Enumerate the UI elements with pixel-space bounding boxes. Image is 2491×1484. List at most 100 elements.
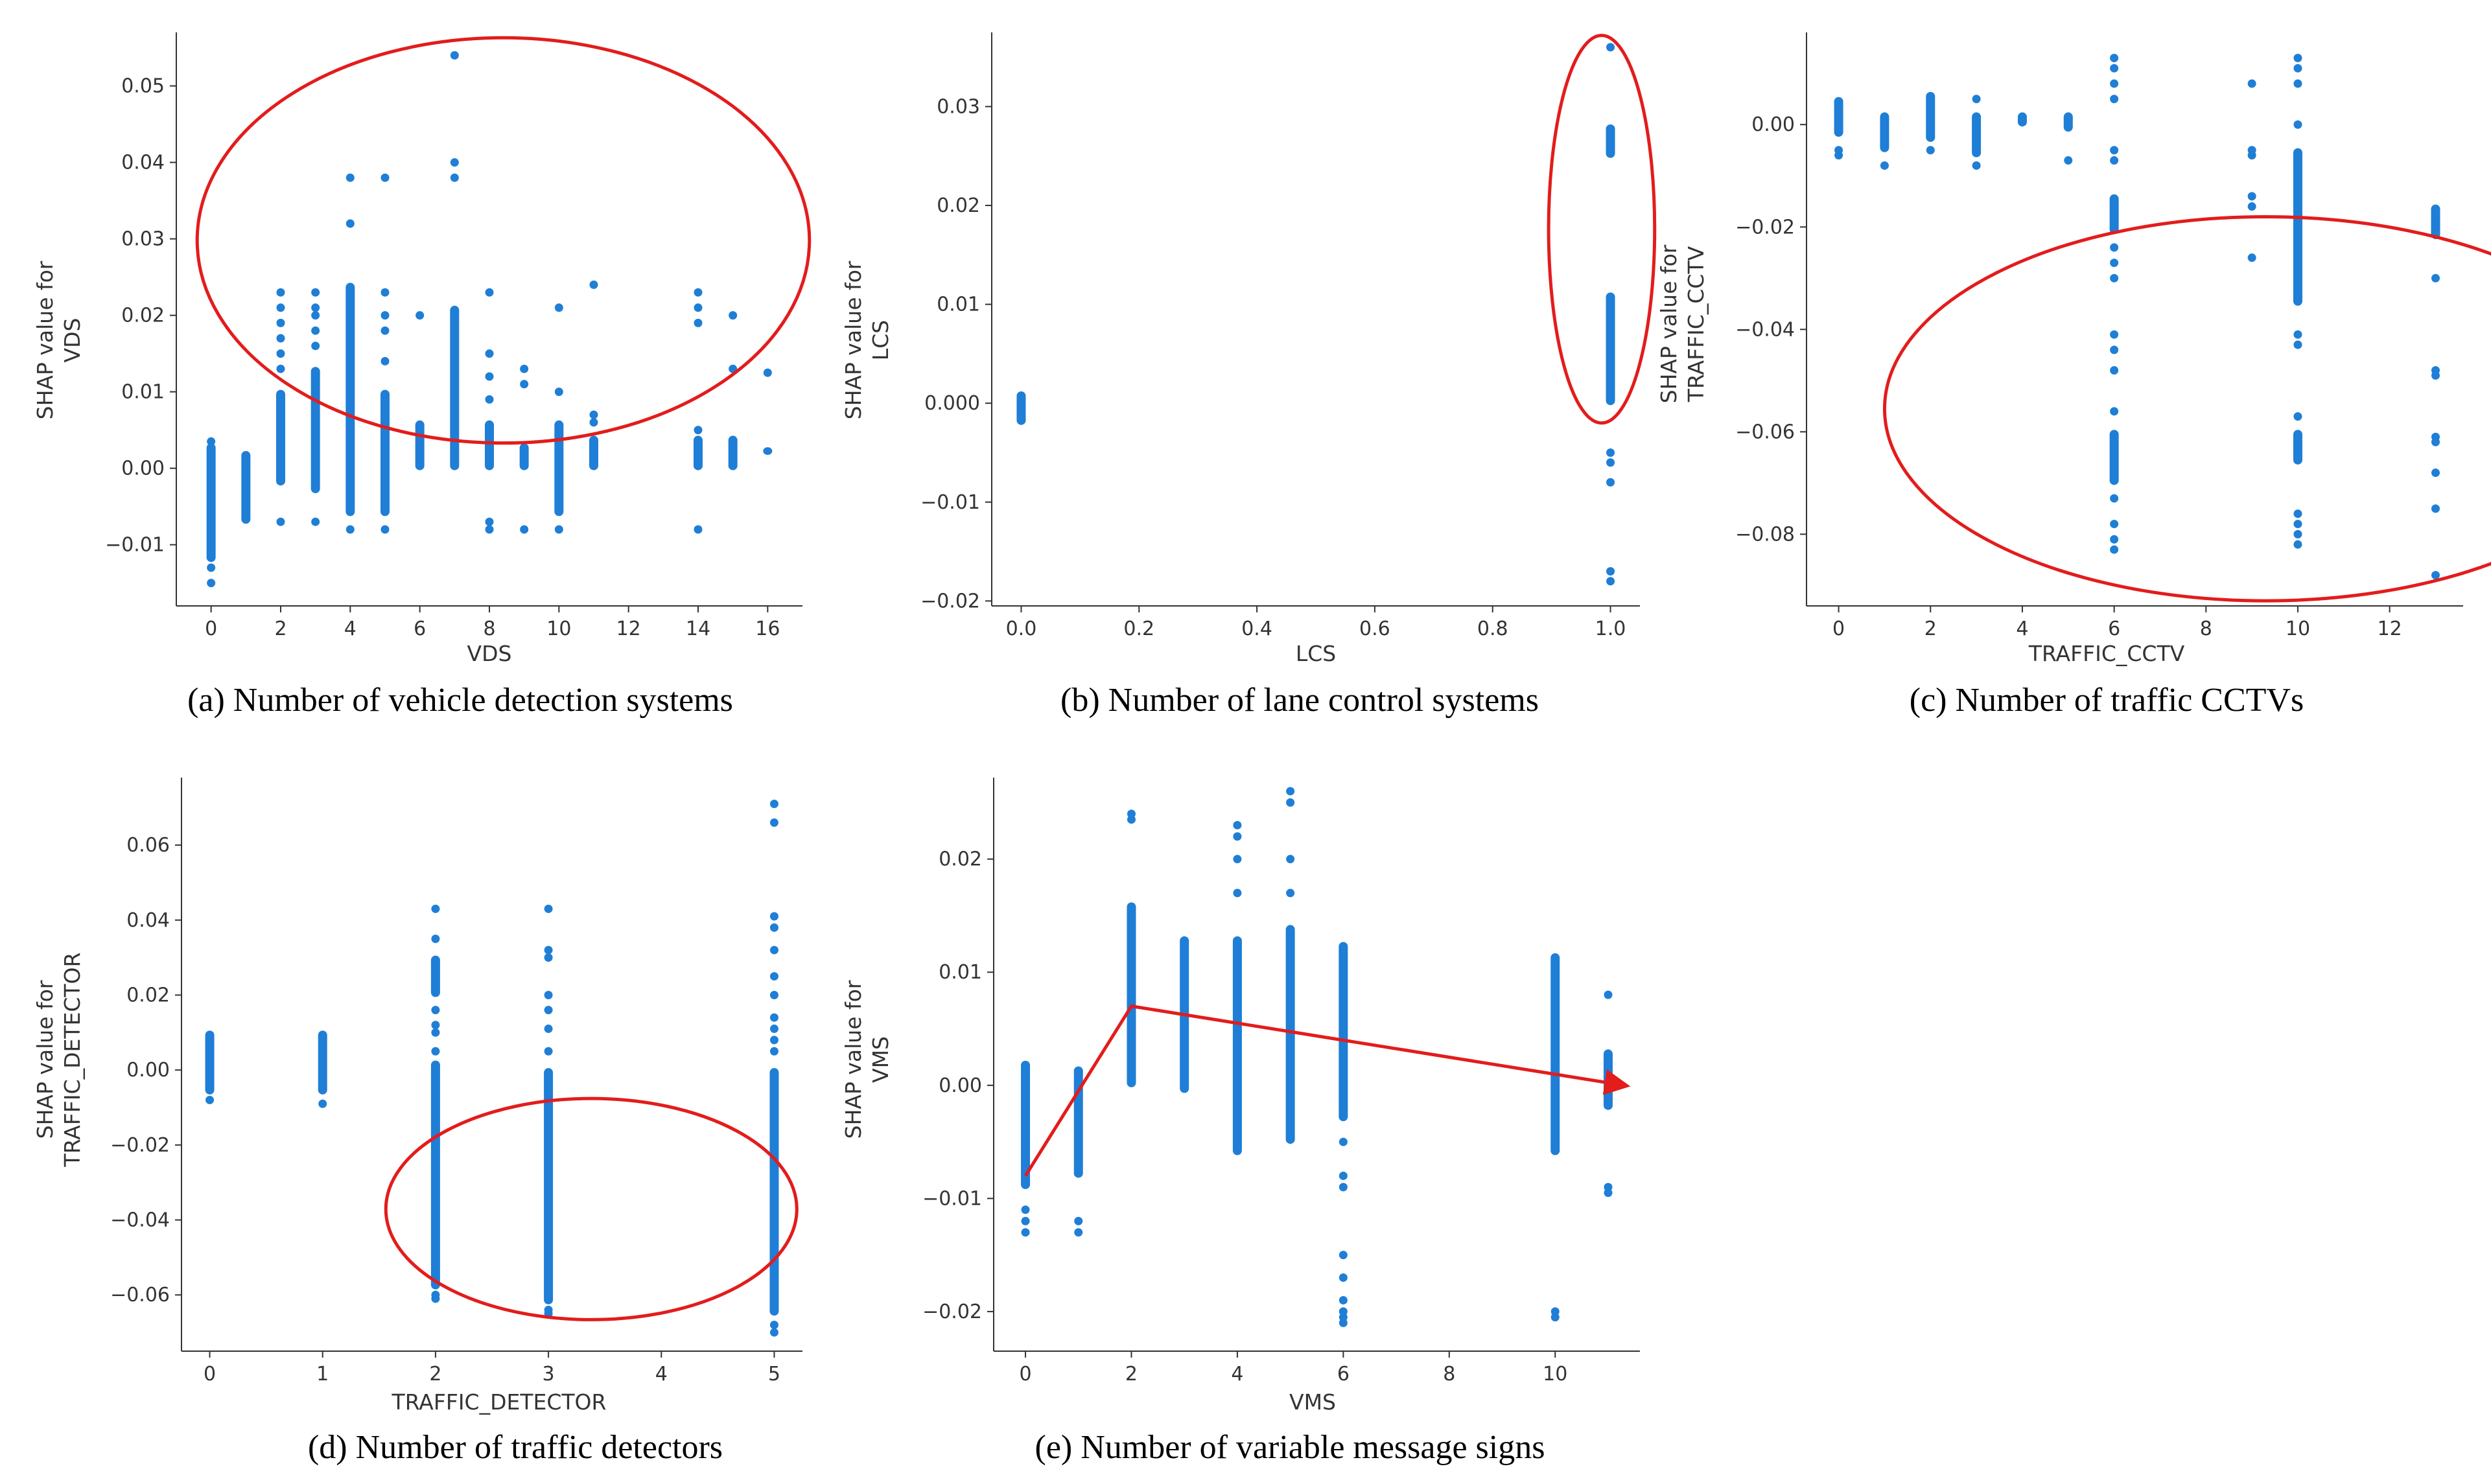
panel-d-point-cluster: [430, 1060, 440, 1290]
panel-e-x-tick-label: 2: [1125, 1363, 1138, 1385]
panel-a-x-tick-label: 2: [274, 618, 287, 640]
panel-a-point-cluster: [485, 420, 494, 470]
panel-c-data-point: [2293, 330, 2302, 339]
panel-a-data-point: [311, 303, 320, 312]
panel-a-data-point: [589, 280, 598, 289]
panel-a-data-point: [276, 303, 285, 312]
panel-d-data-point: [769, 1328, 778, 1337]
panel-e-point-cluster: [1550, 953, 1560, 1155]
panel-a: 0 2 4 6 8 10 12 14 16 −0.01 0.00 0.01 0.02 0.03 0.04 0.…: [32, 32, 812, 719]
panel-a-data-point: [485, 525, 494, 534]
panel-d-data-point: [544, 1025, 553, 1034]
panel-a-data-point: [450, 51, 459, 60]
panel-c-point-cluster: [2109, 194, 2119, 235]
panel-e-point-cluster: [1603, 1049, 1613, 1110]
panel-e-y-axis-label-line-2: VMS: [868, 1036, 893, 1083]
panel-d-data-point: [431, 1047, 440, 1056]
panel-a-data-point: [694, 318, 703, 327]
panel-b-x-tick-label: 0.8: [1477, 618, 1508, 640]
panel-c-y-axis-label-line-2: TRAFFIC_CCTV: [1683, 246, 1709, 402]
panel-d-data-point: [769, 1025, 778, 1034]
panel-a-point-cluster: [241, 451, 251, 524]
panel-a-data-point: [450, 173, 459, 182]
panel-c-data-point: [2110, 520, 2119, 529]
panel-a-point-cluster: [415, 420, 425, 470]
panel-c-data-point: [2110, 95, 2119, 104]
panel-a-data-point: [415, 311, 425, 320]
panel-a-data-point: [276, 517, 285, 526]
panel-e-data-point: [1233, 832, 1242, 841]
panel-c-point-cluster: [1880, 112, 1889, 152]
panel-a-data-point: [276, 364, 285, 373]
panel-c-data-point: [2110, 545, 2119, 554]
panel-a-data-point: [554, 303, 563, 312]
panel-e-point-cluster: [1127, 902, 1136, 1087]
panel-c-data-point: [2064, 156, 2073, 165]
panel-b-y-tick-label: −0.01: [920, 491, 980, 514]
panel-d-data-point: [769, 990, 778, 999]
panel-b-x-axis-label: LCS: [1296, 641, 1336, 666]
panel-e-data-point: [1339, 1307, 1348, 1316]
panel-e-data-point: [1233, 888, 1242, 898]
panel-a-data-point: [554, 525, 563, 534]
panel-b-x-tick-label: 0.0: [1006, 618, 1037, 640]
panel-b-x-tick-label: 1.0: [1595, 618, 1626, 640]
panel-c-data-point: [2247, 146, 2256, 155]
panel-a-x-tick-label: 12: [616, 618, 641, 640]
panel-a-data-point: [207, 437, 216, 446]
panel-c-point-cluster: [2293, 148, 2302, 306]
panel-c-data-point: [1972, 95, 1981, 104]
panel-b-point-cluster: [1016, 391, 1026, 425]
panel-c-point-cluster: [2293, 430, 2302, 465]
panel-e-data-point: [1074, 1228, 1083, 1237]
panel-a-data-point: [589, 418, 598, 427]
panel-d-y-tick-label: 0.00: [126, 1059, 170, 1082]
panel-b-y-tick-label: −0.02: [920, 590, 980, 612]
panel-c-data-point: [2247, 79, 2256, 88]
panel-d-data-point: [431, 904, 440, 913]
panel-d-x-tick-label: 4: [655, 1363, 668, 1385]
panel-d-data-point: [769, 923, 778, 932]
panel-c-data-point: [2431, 432, 2440, 441]
panel-e-y-tick-label: 0.01: [939, 961, 982, 984]
panel-c-point-cluster: [2109, 430, 2119, 485]
panel-b-x-tick-label: 0.6: [1359, 618, 1390, 640]
panel-a-data-point: [207, 563, 216, 572]
panel-a-x-tick-label: 0: [205, 618, 217, 640]
panel-b-data-point: [1606, 141, 1615, 150]
panel-d-y-tick-label: 0.04: [126, 909, 170, 932]
panel-d-data-point: [769, 1036, 778, 1045]
panel-a-data-point: [485, 517, 494, 526]
panel-d-highlight-ellipse: [384, 1096, 799, 1321]
panel-d-data-point: [544, 1047, 553, 1056]
panel-b-y-tick-label: 0.03: [937, 95, 980, 118]
panel-c-data-point: [2247, 253, 2256, 262]
panel-a-data-point: [485, 395, 494, 404]
panel-a-data-point: [520, 380, 529, 389]
panel-b-data-point: [1606, 577, 1615, 586]
panel-a-data-point: [345, 173, 355, 182]
panel-c-highlight-ellipse: [1883, 215, 2491, 603]
panel-e-x-tick-label: 6: [1337, 1363, 1350, 1385]
panel-c-x-tick-label: 10: [2286, 618, 2310, 640]
panel-c-data-point: [2110, 330, 2119, 339]
panel-a-y-axis-label-line-1: SHAP value for: [32, 261, 58, 419]
panel-c-data-point: [2431, 366, 2440, 375]
panel-d-data-point: [431, 1028, 440, 1037]
panel-c-x-tick-label: 6: [2108, 618, 2120, 640]
panel-c-data-point: [2293, 509, 2302, 518]
panel-c-x-tick-label: 12: [2378, 618, 2402, 640]
panel-e-data-point: [1021, 1205, 1030, 1214]
panel-c-y-tick-label: −0.06: [1735, 421, 1795, 443]
panel-d-x-tick-label: 5: [768, 1363, 780, 1385]
panel-a-point-cluster: [310, 367, 320, 493]
panel-e-data-point: [1604, 1183, 1613, 1192]
panel-a-point-cluster: [206, 443, 216, 562]
panel-b: 0.0 0.2 0.4 0.6 0.8 1.0 −0.02 −0.01 0.000 0.01 0.0…: [841, 32, 1657, 719]
panel-b-data-point: [1606, 567, 1615, 576]
panel-e-y-tick-label: 0.02: [939, 848, 982, 871]
panel-e-data-point: [1233, 855, 1242, 864]
panel-c-data-point: [2431, 469, 2440, 478]
panel-a-data-point: [276, 288, 285, 297]
